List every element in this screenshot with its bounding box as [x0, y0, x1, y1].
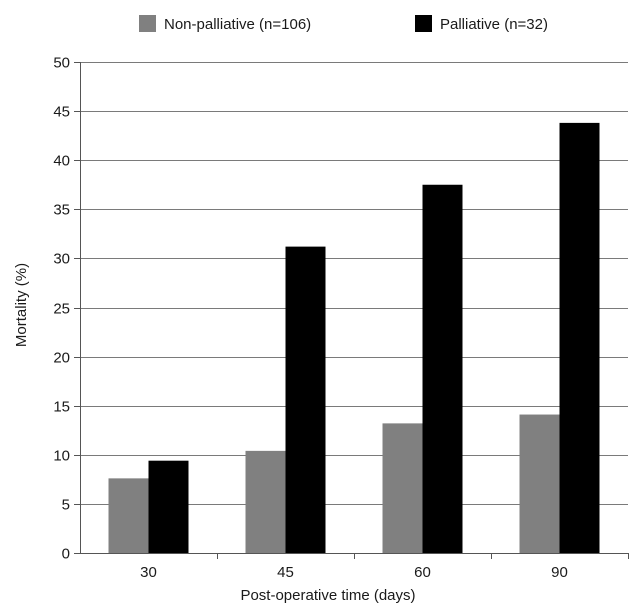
x-tick-label-45: 45: [277, 564, 294, 581]
gridlines: [80, 62, 628, 505]
bar-palliative-90: [559, 122, 600, 553]
legend-label-palliative: Palliative (n=32): [440, 16, 548, 33]
legend: Non-palliative (n=106) Palliative (n=32): [139, 15, 548, 33]
y-tick-label-15: 15: [53, 399, 70, 416]
y-tick-label-0: 0: [62, 546, 70, 563]
bar-palliative-30: [148, 460, 189, 553]
x-tick-label-30: 30: [140, 564, 157, 581]
y-tick-label-30: 30: [53, 251, 70, 268]
legend-label-non-palliative: Non-palliative (n=106): [164, 16, 311, 33]
x-tick-label-90: 90: [551, 564, 568, 581]
bar-non-palliative-30: [108, 478, 149, 553]
bar-non-palliative-60: [382, 423, 423, 553]
bar-palliative-45: [285, 246, 326, 553]
y-tick-label-40: 40: [53, 153, 70, 170]
bar-non-palliative-90: [519, 414, 560, 553]
legend-item-palliative: Palliative (n=32): [415, 15, 548, 33]
y-axis-ticks: 0 5 10 15 20 25 30 35 40 45 50: [53, 55, 80, 563]
bars: [108, 122, 600, 553]
x-tick-label-60: 60: [414, 564, 431, 581]
legend-swatch-non-palliative: [139, 15, 156, 32]
legend-swatch-palliative: [415, 15, 432, 32]
y-tick-label-10: 10: [53, 448, 70, 465]
bar-palliative-60: [422, 184, 463, 553]
y-tick-label-5: 5: [62, 497, 70, 514]
y-tick-label-50: 50: [53, 55, 70, 72]
legend-item-non-palliative: Non-palliative (n=106): [139, 15, 311, 33]
bar-non-palliative-45: [245, 450, 286, 553]
y-axis-title: Mortality (%): [13, 263, 30, 347]
x-axis-title: Post-operative time (days): [240, 587, 415, 604]
x-axis-ticks: 30 45 60 90: [140, 553, 629, 581]
y-tick-label-35: 35: [53, 202, 70, 219]
axes: [74, 62, 628, 554]
y-tick-label-45: 45: [53, 104, 70, 121]
y-tick-label-20: 20: [53, 350, 70, 367]
y-tick-label-25: 25: [53, 301, 70, 318]
